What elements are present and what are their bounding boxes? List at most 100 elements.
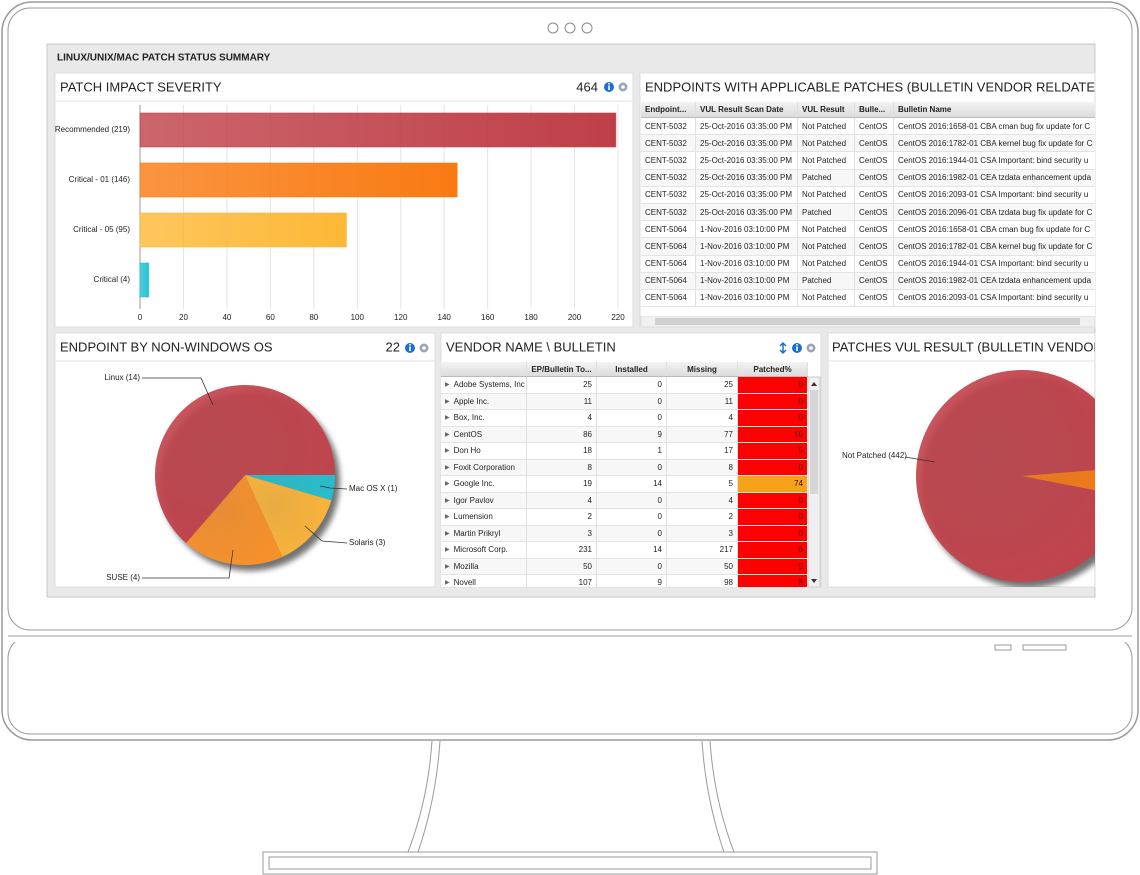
table-cell: 0 xyxy=(597,393,667,409)
monitor-button xyxy=(1022,644,1067,651)
table-cell: Igor Pavlov xyxy=(441,492,527,508)
table-cell: Not Patched xyxy=(798,186,855,203)
table-cell: Patched xyxy=(798,169,855,186)
column-header: EP/Bulletin To... xyxy=(527,362,597,376)
patched-cell: 0 xyxy=(738,509,808,525)
pie-slice xyxy=(1022,470,1095,491)
table-cell: 0 xyxy=(597,558,667,574)
table-cell: 50 xyxy=(667,558,738,574)
table-cell: 25-Oct-2016 03:35:00 PM xyxy=(696,169,798,186)
table-cell: CENT-5032 xyxy=(641,135,696,152)
table-cell: 0 xyxy=(597,509,667,525)
settings-icon[interactable] xyxy=(419,343,429,353)
table-cell: CentOS xyxy=(855,221,894,238)
table-cell: 3 xyxy=(527,525,597,541)
table-cell: CentOS xyxy=(855,238,894,255)
table-cell: CentOS 2016:1782-01 CBA kernel bug fix u… xyxy=(894,135,1095,151)
pie-slice xyxy=(916,370,1095,582)
bar xyxy=(139,262,150,298)
table-cell: 0 xyxy=(597,459,667,475)
slice-label: Not Patched (442) xyxy=(842,451,907,460)
table-cell: 17 xyxy=(667,443,738,459)
table-row: CENT-5032 25-Oct-2016 03:35:00 PM Not Patc… xyxy=(641,186,1095,204)
table-cell: CENT-5064 xyxy=(641,238,696,255)
table-cell: 14 xyxy=(597,542,667,558)
table-cell: CentOS xyxy=(855,169,894,186)
slice-label: Solaris (3) xyxy=(349,538,386,547)
pie xyxy=(916,370,1095,587)
table-cell: CENT-5032 xyxy=(641,169,696,186)
leader-line xyxy=(904,456,936,463)
x-tick-label: 180 xyxy=(524,313,538,322)
stand-base-inner xyxy=(268,856,872,870)
table-cell: CENT-5064 xyxy=(641,289,696,307)
sort-icon[interactable] xyxy=(779,341,787,355)
table-row: CENT-5032 25-Oct-2016 03:35:00 PM Not Patc… xyxy=(641,135,1095,153)
table-cell: CentOS 2016:2093-01 CSA Important: bind … xyxy=(894,290,1095,306)
monitor-chin xyxy=(7,635,1133,735)
panel-title: VENDOR NAME \ BULLETIN xyxy=(446,339,616,354)
table-cell: 1-Nov-2016 03:10:00 PM xyxy=(696,289,798,307)
vendor-table: EP/Bulletin To... Installed Missing Patched… xyxy=(441,362,808,587)
column-header: Patched% xyxy=(738,362,808,376)
table-cell: 77 xyxy=(667,426,738,442)
patched-cell: 74 xyxy=(738,476,808,492)
scroll-thumb[interactable] xyxy=(655,318,1080,325)
column-header xyxy=(441,362,527,376)
table-cell: Foxit Corporation xyxy=(441,459,527,475)
table-cell: 9 xyxy=(597,575,667,587)
table-cell: CENT-5064 xyxy=(641,272,696,289)
table-cell: 2 xyxy=(527,509,597,525)
table-cell: 8 xyxy=(527,459,597,475)
table-cell: Apple Inc. xyxy=(441,393,527,409)
table-cell: 1 xyxy=(597,443,667,459)
table-cell: 25-Oct-2016 03:35:00 PM xyxy=(696,135,798,152)
leader-line xyxy=(304,525,348,544)
settings-icon[interactable] xyxy=(806,343,816,353)
info-icon[interactable] xyxy=(604,82,614,92)
scroll-thumb[interactable] xyxy=(810,390,818,494)
x-tick-label: 100 xyxy=(351,313,365,322)
patched-cell: 0 xyxy=(738,492,808,508)
camera-dot xyxy=(547,22,559,34)
table-cell: CentOS 2016:1782-01 CBA kernel bug fix u… xyxy=(894,238,1095,254)
x-tick-label: 40 xyxy=(222,313,231,322)
camera-dot xyxy=(581,22,593,34)
patched-cell: 0 xyxy=(738,377,808,393)
table-row: CENT-5032 25-Oct-2016 03:35:00 PM Not Patc… xyxy=(641,152,1095,170)
table-cell: CentOS 2016:1982-01 CEA tzdata enhanceme… xyxy=(894,273,1095,289)
info-icon[interactable] xyxy=(792,343,802,353)
table-cell: 11 xyxy=(667,393,738,409)
leader-line xyxy=(142,549,234,579)
panel-title: PATCH IMPACT SEVERITY xyxy=(60,79,222,94)
column-header: VUL Result xyxy=(798,102,855,117)
table-cell: 0 xyxy=(597,410,667,426)
table-cell: 98 xyxy=(667,575,738,587)
table-cell: Martin Prikryl xyxy=(441,525,527,541)
leader-line xyxy=(319,485,348,490)
table-cell: CentOS 2016:2093-01 CSA Important: bind … xyxy=(894,187,1095,203)
table-cell: CentOS xyxy=(855,186,894,203)
table-cell: 0 xyxy=(597,377,667,393)
info-icon[interactable] xyxy=(405,343,415,353)
panel-title: PATCHES VUL RESULT (BULLETIN VENDOR xyxy=(832,339,1103,354)
table-cell: 1-Nov-2016 03:10:00 PM xyxy=(696,238,798,255)
panel-count: 22 xyxy=(386,339,400,354)
settings-icon[interactable] xyxy=(618,82,628,92)
category-label: Critical (4) xyxy=(94,275,131,284)
slice-label: Linux (14) xyxy=(104,373,140,382)
panel-title: ENDPOINT BY NON-WINDOWS OS xyxy=(60,339,273,354)
table-cell: CentOS xyxy=(855,118,894,135)
table-cell: CENT-5032 xyxy=(641,118,696,135)
table-cell: Microsoft Corp. xyxy=(441,542,527,558)
column-header: VUL Result Scan Date xyxy=(696,102,798,117)
table-cell: CentOS xyxy=(855,272,894,289)
